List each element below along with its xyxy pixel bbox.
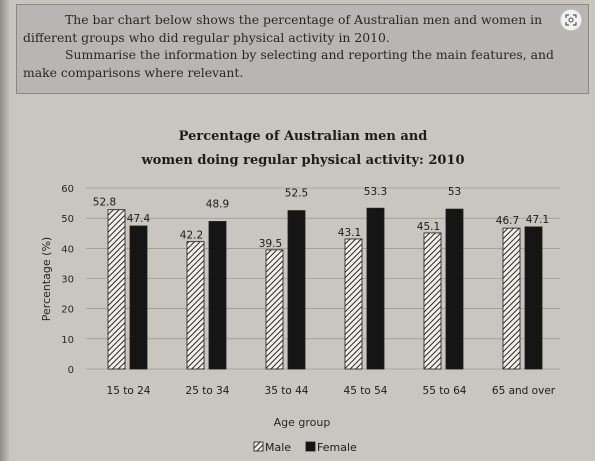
female-data-label: 53 [448,186,461,198]
male-bar [107,209,126,370]
y-tick-label: 60 [61,184,74,195]
male-legend-label: Male [265,441,291,454]
male-bar [265,249,284,370]
female-legend-label: Female [317,441,357,454]
male-bar [423,232,442,370]
x-axis-categories: 15 to 24 25 to 34 35 to 44 45 to 54 55 to 64… [107,385,556,397]
female-bar [129,225,148,370]
bars [107,207,543,370]
male-data-label: 52.8 [93,197,116,209]
female-bar [445,208,464,370]
female-data-label: 53.3 [364,186,387,198]
female-data-label: 47.1 [526,214,549,226]
legend: Male Female [253,441,357,454]
visual-search-icon[interactable] [560,9,582,31]
chart-title-line-2: women doing regular physical activity: 2… [140,153,464,168]
page-shadow [0,0,10,461]
male-data-label: 39.5 [259,238,282,250]
male-data-label: 46.7 [496,215,519,227]
male-data-label: 43.1 [338,227,361,239]
chart-title-line-1: Percentage of Australian men and [179,129,428,144]
y-axis-ticks: 0 10 20 30 40 50 60 [61,184,74,376]
x-category-label: 25 to 34 [186,385,230,397]
male-bar [186,241,205,370]
female-bar [524,226,543,370]
gridlines [86,187,560,370]
task-paragraph-2: Summarise the information by selecting a… [23,47,554,80]
x-category-label: 65 and over [492,385,556,397]
y-tick-label: 30 [61,275,74,286]
x-category-label: 55 to 64 [423,385,467,397]
female-data-label: 52.5 [285,188,308,200]
y-tick-label: 10 [61,335,74,346]
y-tick-label: 40 [61,244,74,255]
female-data-label: 47.4 [127,213,151,225]
x-category-label: 45 to 54 [344,385,388,397]
male-data-label: 42.2 [180,230,203,242]
y-tick-label: 0 [68,365,74,376]
male-bar [344,238,363,370]
task-prompt-box: The bar chart below shows the percentage… [16,4,589,94]
x-axis-label: Age group [274,416,331,429]
male-data-label: 45.1 [417,221,440,233]
task-paragraph-1: The bar chart below shows the percentage… [23,12,543,45]
y-axis-label: Percentage (%) [40,237,53,321]
male-bar [502,227,521,370]
y-tick-label: 20 [61,305,74,316]
y-tick-label: 50 [61,214,74,225]
x-category-label: 35 to 44 [265,385,309,397]
female-legend-swatch [305,441,316,452]
female-bar [208,221,227,370]
x-category-label: 15 to 24 [107,385,151,397]
female-bar [366,207,385,370]
female-data-label: 48.9 [206,198,229,210]
data-labels: 52.8 47.4 42.2 48.9 39.5 52.5 43.1 53.3 45.1 53 46… [93,186,549,250]
female-bar [287,210,306,370]
male-legend-swatch [253,441,264,452]
